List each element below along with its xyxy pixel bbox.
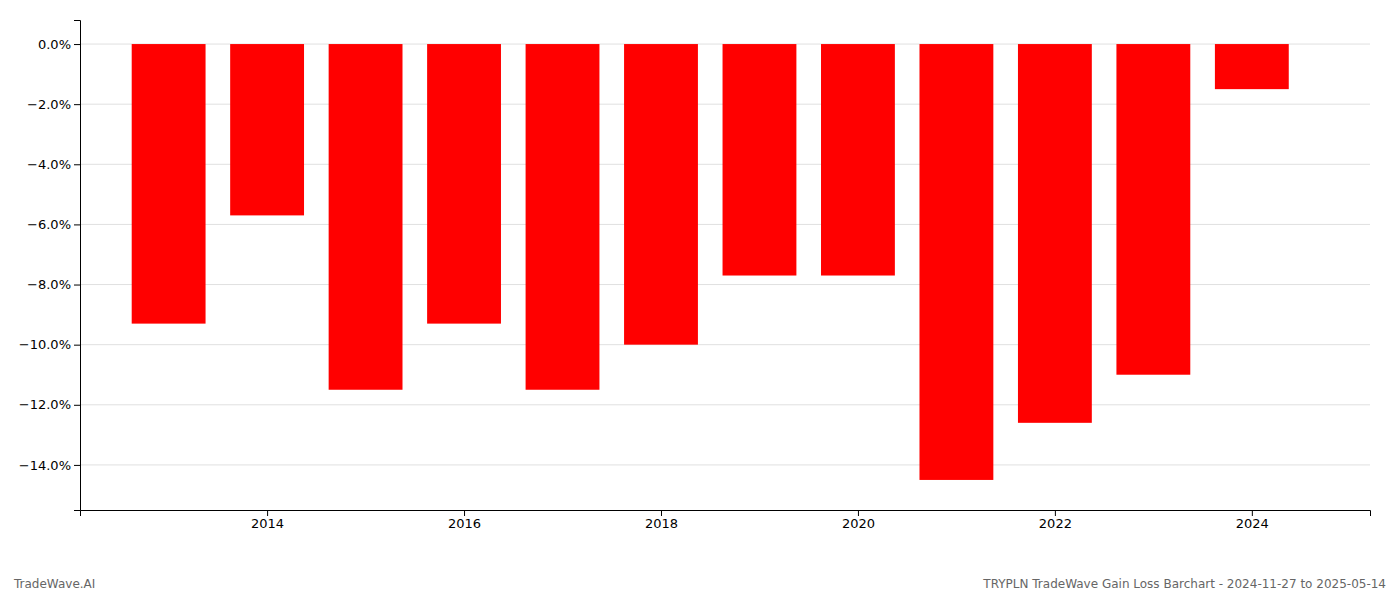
y-tick: −8.0% bbox=[27, 277, 80, 292]
bar bbox=[132, 44, 206, 324]
x-axis: 2014 2016 2018 2020 2022 2024 bbox=[81, 510, 1371, 531]
y-tick-label: −4.0% bbox=[27, 157, 71, 172]
x-tick: 2024 bbox=[1236, 510, 1269, 531]
y-tick: −6.0% bbox=[27, 217, 80, 232]
x-tick-mark bbox=[267, 510, 268, 516]
y-tick-mark bbox=[74, 285, 80, 286]
bar bbox=[1018, 44, 1092, 423]
bar bbox=[723, 44, 797, 275]
y-tick-mark bbox=[74, 224, 80, 225]
x-tick: 2016 bbox=[448, 510, 481, 531]
x-axis-line bbox=[81, 511, 1371, 517]
bar bbox=[1215, 44, 1289, 89]
x-tick-mark bbox=[464, 510, 465, 516]
y-tick-label: −2.0% bbox=[27, 97, 71, 112]
bar bbox=[526, 44, 600, 390]
bar bbox=[624, 44, 698, 345]
plot: 2014 2016 2018 2020 2022 2024 0.0% −2.0% −4.0% −6… bbox=[19, 21, 1371, 532]
bar bbox=[919, 44, 993, 480]
y-tick-mark bbox=[74, 164, 80, 165]
grid-line bbox=[80, 464, 1370, 465]
x-tick-mark bbox=[858, 510, 859, 516]
grid-line bbox=[80, 404, 1370, 405]
bar bbox=[427, 44, 501, 324]
x-tick-mark bbox=[1055, 510, 1056, 516]
y-tick: −14.0% bbox=[19, 458, 80, 473]
y-tick: −2.0% bbox=[27, 97, 80, 112]
x-tick: 2018 bbox=[645, 510, 678, 531]
y-tick-mark bbox=[74, 405, 80, 406]
x-tick: 2022 bbox=[1039, 510, 1072, 531]
y-tick: −10.0% bbox=[19, 337, 80, 352]
y-tick: −12.0% bbox=[19, 397, 80, 412]
y-tick-label: −6.0% bbox=[27, 217, 71, 232]
x-tick-label: 2022 bbox=[1039, 516, 1072, 531]
bar bbox=[329, 44, 403, 390]
x-tick: 2020 bbox=[842, 510, 875, 531]
y-axis: 0.0% −2.0% −4.0% −6.0% −8.0% −10.0% −12.0% −14.… bbox=[19, 21, 81, 511]
y-tick-label: −10.0% bbox=[19, 337, 71, 352]
y-tick-mark bbox=[74, 104, 80, 105]
y-axis-line bbox=[74, 21, 81, 511]
bars bbox=[132, 44, 1289, 480]
y-tick-label: −14.0% bbox=[19, 458, 71, 473]
bar bbox=[230, 44, 304, 215]
bar bbox=[1116, 44, 1190, 375]
x-tick-label: 2020 bbox=[842, 516, 875, 531]
x-tick-label: 2014 bbox=[251, 516, 284, 531]
x-tick-label: 2016 bbox=[448, 516, 481, 531]
x-tick-label: 2024 bbox=[1236, 516, 1269, 531]
x-tick: 2014 bbox=[251, 510, 284, 531]
grid bbox=[80, 44, 1370, 465]
y-tick-label: 0.0% bbox=[38, 37, 71, 52]
y-tick: 0.0% bbox=[38, 37, 80, 52]
y-tick-mark bbox=[74, 345, 80, 346]
footer-left: TradeWave.AI bbox=[13, 577, 95, 591]
footer-right: TRYPLN TradeWave Gain Loss Barchart - 20… bbox=[982, 577, 1386, 591]
y-tick-label: −12.0% bbox=[19, 397, 71, 412]
x-tick-label: 2018 bbox=[645, 516, 678, 531]
x-tick-mark bbox=[1252, 510, 1253, 516]
y-tick-label: −8.0% bbox=[27, 277, 71, 292]
y-tick-mark bbox=[74, 44, 80, 45]
y-tick-mark bbox=[74, 465, 80, 466]
bar bbox=[821, 44, 895, 275]
chart: 2014 2016 2018 2020 2022 2024 0.0% −2.0% −4.0% −6… bbox=[0, 0, 1400, 600]
y-tick: −4.0% bbox=[27, 157, 80, 172]
x-tick-mark bbox=[661, 510, 662, 516]
